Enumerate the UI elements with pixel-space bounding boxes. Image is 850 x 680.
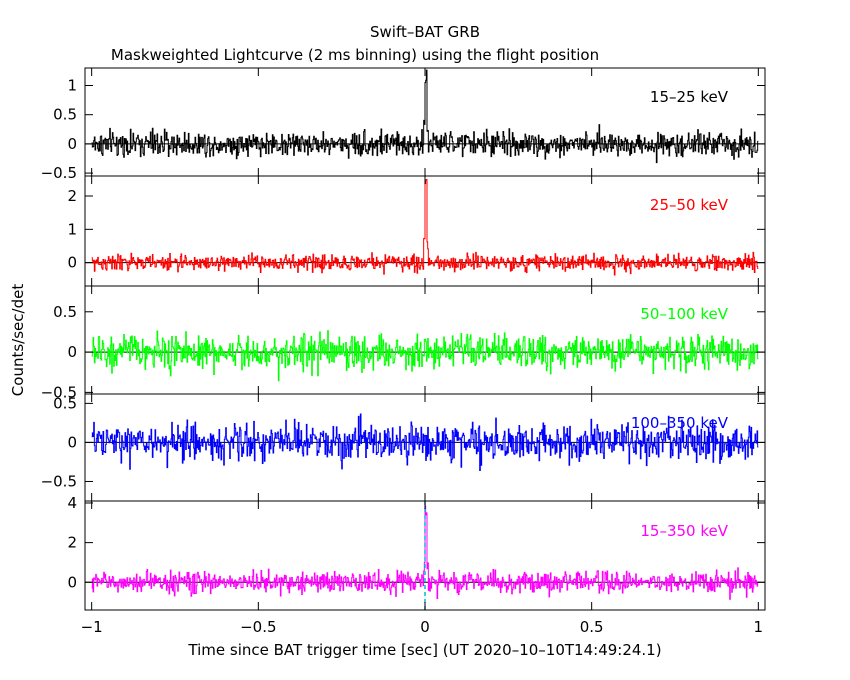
chart-title: Swift–BAT GRB — [370, 23, 480, 41]
x-tick-label: 0.5 — [580, 618, 604, 636]
series-line — [91, 179, 759, 276]
panel-2: 0 1 2 25–50 keV — [67, 175, 766, 287]
y-tick-label: 1 — [67, 220, 77, 238]
y-tick-label: −0.5 — [41, 383, 77, 401]
y-tick-label: 2 — [67, 534, 77, 552]
series-line — [91, 413, 759, 471]
y-tick-label: −0.5 — [41, 472, 77, 490]
y-axis-label: Counts/sec/det — [9, 284, 27, 397]
x-tick-label: 0 — [420, 618, 430, 636]
y-tick-label: 0.5 — [53, 303, 77, 321]
x-tick-label: −1 — [81, 618, 103, 636]
panel-4: −0.5 0 0.5 100–350 keV — [41, 393, 766, 502]
y-tick-label: 0 — [67, 254, 77, 272]
band-label: 15–25 keV — [650, 88, 729, 106]
chart-subtitle: Maskweighted Lightcurve (2 ms binning) u… — [111, 46, 599, 64]
y-tick-label: 2 — [67, 187, 77, 205]
y-tick-label: 1 — [67, 77, 77, 95]
series-line — [91, 69, 759, 164]
band-label: 50–100 keV — [640, 305, 728, 323]
panel-3: −0.5 0 0.5 50–100 keV — [41, 285, 766, 401]
band-label: 25–50 keV — [650, 196, 729, 214]
y-tick-label: 0 — [67, 573, 77, 591]
x-axis-label: Time since BAT trigger time [sec] (UT 20… — [187, 641, 661, 659]
y-tick-label: 0.5 — [53, 106, 77, 124]
panel-5: 0 2 4 15–350 keV — [67, 494, 766, 611]
y-tick-label: 0 — [67, 343, 77, 361]
y-tick-label: 4 — [67, 494, 77, 512]
panel-1: −0.5 0 0.5 1 15–25 keV — [41, 67, 766, 182]
y-tick-label: 0 — [67, 135, 77, 153]
series-line — [91, 330, 759, 382]
panels-group: −0.5 0 0.5 1 15–25 keV 0 1 2 25–50 keV −0.5 0 0.5 50… — [41, 67, 766, 636]
y-tick-label: 0.5 — [53, 394, 77, 412]
band-label: 100–350 keV — [631, 414, 729, 432]
band-label: 15–350 keV — [640, 522, 728, 540]
series-line — [91, 505, 759, 600]
x-tick-label: 1 — [754, 618, 764, 636]
y-tick-label: −0.5 — [41, 164, 77, 182]
x-tick-label: −0.5 — [240, 618, 276, 636]
y-tick-label: 0 — [67, 433, 77, 451]
